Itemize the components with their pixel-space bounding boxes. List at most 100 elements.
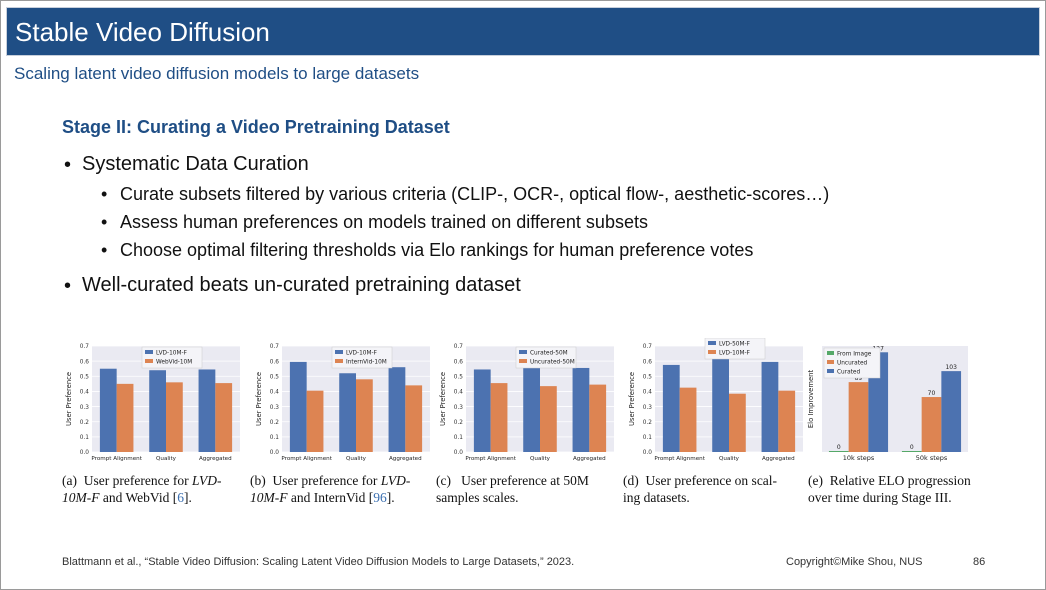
y-tick-label: 0.6 bbox=[270, 359, 280, 365]
caption-b: (b) User preference for LVD-10M-F and In… bbox=[250, 473, 411, 505]
x-tick-label: Quality bbox=[156, 456, 177, 462]
y-tick-label: 0.5 bbox=[270, 374, 280, 380]
y-tick-label: 0.2 bbox=[270, 420, 280, 426]
y-axis-label: User Preference bbox=[439, 372, 447, 426]
y-tick-label: 0.1 bbox=[643, 435, 653, 441]
caption-d: (d) User preference on scal-ing datasets… bbox=[623, 473, 778, 505]
bar-value-label: 103 bbox=[945, 364, 957, 371]
chart-d-scaling-datasets: 0.0 0.1 0.2 0.3 0.4 0.5 0.6 0.7 User Preference P… bbox=[628, 338, 803, 462]
y-tick-label: 0.3 bbox=[80, 405, 90, 411]
x-tick-label: Prompt Alignment bbox=[654, 456, 705, 462]
bar bbox=[848, 382, 869, 452]
legend-box bbox=[704, 338, 766, 360]
legend-swatch bbox=[827, 360, 834, 364]
y-tick-label: 0.5 bbox=[80, 374, 90, 380]
y-axis-label: Elo Improvement bbox=[807, 370, 815, 429]
y-tick-label: 0.4 bbox=[270, 390, 280, 396]
bar bbox=[99, 368, 117, 452]
y-tick-label: 0.7 bbox=[643, 344, 653, 350]
chart-e-elo-progression: Elo Improvement08912710k steps07010350k … bbox=[807, 345, 968, 462]
bar-value-label: 70 bbox=[928, 390, 936, 397]
x-tick-label: Aggregated bbox=[389, 456, 422, 462]
bar bbox=[523, 366, 540, 452]
legend-box bbox=[141, 346, 203, 369]
legend-label: From Image bbox=[837, 352, 872, 358]
legend-swatch bbox=[708, 350, 716, 354]
bar bbox=[729, 393, 746, 452]
bar bbox=[116, 383, 134, 452]
bullet-dot: • bbox=[64, 275, 72, 297]
sub-bullet-dot: • bbox=[101, 184, 108, 204]
footer-citation: Blattmann et al., “Stable Video Diffusio… bbox=[62, 556, 575, 568]
bar bbox=[941, 371, 962, 452]
bar bbox=[679, 387, 697, 452]
y-tick-label: 0.2 bbox=[643, 420, 653, 426]
x-tick-label: Quality bbox=[346, 456, 367, 462]
bar bbox=[589, 384, 607, 452]
sub-bullet-dot: • bbox=[101, 212, 108, 232]
bar bbox=[490, 383, 508, 452]
y-tick-label: 0.7 bbox=[80, 344, 90, 350]
bar bbox=[921, 397, 942, 452]
y-tick-label: 0.3 bbox=[270, 405, 280, 411]
y-tick-label: 0.1 bbox=[454, 435, 464, 441]
legend-label: Uncurated-50M bbox=[530, 360, 575, 366]
legend-swatch bbox=[708, 341, 716, 345]
bar bbox=[540, 386, 557, 452]
legend-label: LVD-10M-F bbox=[156, 351, 187, 357]
bar bbox=[778, 390, 796, 452]
legend-label: Uncurated bbox=[837, 361, 868, 367]
y-axis-label: User Preference bbox=[628, 372, 636, 426]
legend-label: Curated-50M bbox=[530, 351, 568, 357]
legend-swatch bbox=[519, 350, 527, 354]
bar bbox=[166, 382, 183, 452]
stage-heading: Stage II: Curating a Video Pretraining D… bbox=[62, 117, 450, 137]
y-tick-label: 0.0 bbox=[80, 450, 90, 456]
legend-label: LVD-10M-F bbox=[719, 351, 750, 357]
legend-swatch bbox=[335, 350, 343, 354]
legend-label: Curated bbox=[837, 370, 860, 376]
legend-label: InternVid-10M bbox=[346, 360, 387, 366]
bar bbox=[388, 367, 406, 452]
legend-swatch bbox=[335, 359, 343, 363]
bar bbox=[828, 451, 849, 452]
bar bbox=[473, 369, 491, 452]
x-tick-label: 50k steps bbox=[916, 454, 948, 462]
bullet-dot: • bbox=[64, 154, 72, 176]
legend-label: LVD-10M-F bbox=[346, 351, 377, 357]
footer-copyright: Copyright©Mike Shou, NUS bbox=[786, 556, 923, 568]
x-tick-label: Quality bbox=[530, 456, 551, 462]
caption-e: (e) Relative ELO progression over time du… bbox=[808, 473, 971, 505]
chart-b-lvd10m-vs-internvid: 0.0 0.1 0.2 0.3 0.4 0.5 0.6 0.7 User Preference P… bbox=[255, 344, 430, 462]
sub-bullet-elo-thresholds: Choose optimal filtering thresholds via … bbox=[120, 240, 754, 260]
y-tick-label: 0.6 bbox=[454, 359, 464, 365]
x-tick-label: Prompt Alignment bbox=[465, 456, 516, 462]
y-tick-label: 0.2 bbox=[454, 420, 464, 426]
bar-value-label: 0 bbox=[837, 444, 841, 451]
legend-label: WebVid-10M bbox=[156, 360, 192, 366]
bar bbox=[198, 369, 216, 452]
sub-bullet-dot: • bbox=[101, 240, 108, 260]
sub-bullet-assess-preferences: Assess human preferences on models train… bbox=[120, 212, 648, 232]
y-tick-label: 0.0 bbox=[643, 450, 653, 456]
legend-swatch bbox=[145, 359, 153, 363]
bar bbox=[289, 361, 307, 452]
bar bbox=[339, 373, 356, 452]
bar bbox=[712, 358, 729, 452]
legend-swatch bbox=[827, 351, 834, 355]
bar bbox=[662, 364, 680, 452]
y-tick-label: 0.0 bbox=[454, 450, 464, 456]
y-tick-label: 0.3 bbox=[454, 405, 464, 411]
bar bbox=[405, 385, 423, 452]
y-tick-label: 0.4 bbox=[643, 390, 653, 396]
y-tick-label: 0.5 bbox=[643, 374, 653, 380]
y-tick-label: 0.4 bbox=[80, 390, 90, 396]
slide-subtitle: Scaling latent video diffusion models to… bbox=[14, 64, 420, 83]
bullet-systematic-curation: Systematic Data Curation bbox=[82, 153, 309, 175]
bar-value-label: 89 bbox=[855, 375, 863, 382]
y-tick-label: 0.5 bbox=[454, 374, 464, 380]
bar-value-label: 0 bbox=[910, 444, 914, 451]
y-tick-label: 0.7 bbox=[454, 344, 464, 350]
x-tick-label: Aggregated bbox=[573, 456, 606, 462]
sub-bullet-curate-subsets: Curate subsets filtered by various crite… bbox=[120, 184, 830, 204]
